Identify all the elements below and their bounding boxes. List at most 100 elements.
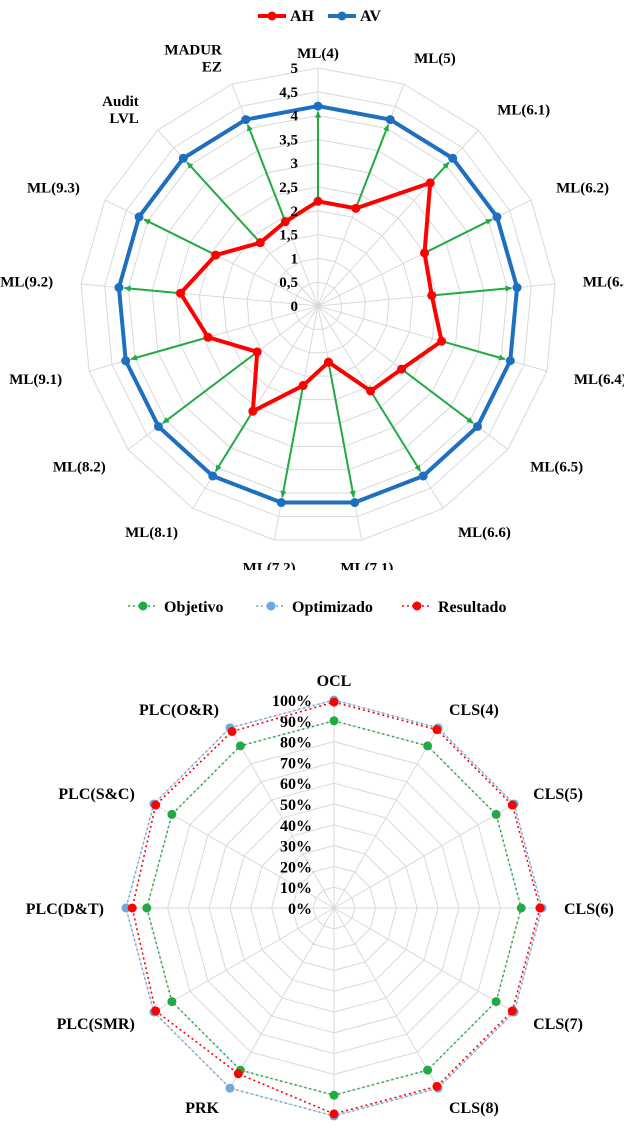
data-point-ah	[313, 196, 323, 206]
category-label: CLS(6)	[564, 901, 614, 918]
tick-label: 40%	[280, 818, 312, 835]
category-label: ML(8.2)	[53, 459, 106, 475]
grid-spoke	[153, 803, 335, 909]
grid-ring	[175, 162, 461, 447]
data-point-objetivo	[167, 809, 177, 819]
legend-label: AH	[290, 8, 315, 25]
legend-label: AV	[360, 8, 381, 25]
data-point-objetivo	[491, 997, 501, 1007]
tick-label: 3	[291, 156, 299, 172]
data-point-objetivo	[423, 741, 433, 751]
data-point-ah	[397, 364, 407, 374]
data-point-resultado	[507, 1006, 517, 1016]
data-point-av	[114, 283, 124, 293]
category-label: ML(9.1)	[9, 372, 62, 388]
tick-label: 5	[291, 61, 299, 77]
data-point-av	[512, 283, 522, 293]
data-point-resultado	[329, 1109, 339, 1119]
grid-ring	[151, 138, 485, 471]
data-point-ah	[255, 238, 265, 248]
category-labels: ML(4) ML(5) ML(6.1) ML(6.2) ML(6.3) ML(6.4) ML…	[0, 42, 624, 570]
category-label: CLS(8)	[449, 1100, 499, 1117]
data-point-objetivo	[329, 716, 339, 726]
legend-label: Resultado	[438, 599, 506, 616]
category-label: PLC(S&C)	[58, 786, 134, 803]
data-point-av	[418, 471, 428, 481]
tick-label: 70%	[280, 755, 312, 772]
data-point-resultado	[227, 726, 237, 736]
data-point-av	[134, 212, 144, 222]
improvement-arrow	[424, 218, 493, 254]
category-label: OCL	[317, 673, 352, 690]
category-label: CLS(5)	[533, 786, 583, 803]
category-labels: OCLCLS(4)CLS(5)CLS(6)CLS(7)CLS(8)CLS(9)P…	[26, 673, 614, 1117]
data-point-av	[385, 115, 395, 125]
category-label: ML(6.6)	[458, 525, 511, 541]
data-point-optimizado	[225, 1083, 235, 1093]
data-point-resultado	[432, 1081, 442, 1091]
data-point-av	[178, 153, 188, 163]
tick-label: 1	[291, 251, 299, 267]
data-point-objetivo	[235, 741, 245, 751]
category-label: CLS(4)	[449, 702, 499, 719]
legend: Objetivo Optimizado Resultado	[128, 599, 506, 616]
data-point-ah	[280, 217, 290, 227]
radar-chart-maturity: AH AV 00,511,522,533,544,55 ML(4) ML(5)ML(…	[0, 8, 624, 570]
data-point-objetivo	[167, 997, 177, 1007]
tick-label: 4,5	[279, 85, 298, 101]
data-point-av	[492, 212, 502, 222]
improvement-arrow	[214, 410, 254, 472]
category-label: ML(4)	[297, 46, 339, 62]
grid-ring	[293, 281, 343, 330]
legend-entry-optimizado: Optimizado	[256, 599, 373, 616]
grid-spoke	[333, 727, 439, 909]
category-label: PRK	[185, 1100, 219, 1117]
data-point-av	[276, 498, 286, 508]
grid-ring	[222, 210, 414, 401]
improvement-arrow	[369, 390, 422, 472]
radar-chart-percentages: Objetivo Optimizado Resultado 0% 10% 20% 30% 4…	[26, 599, 614, 1121]
data-point-av	[350, 498, 360, 508]
tick-label: 60%	[280, 776, 312, 793]
improvement-arrow	[441, 340, 506, 361]
legend: AH AV	[258, 8, 381, 25]
category-label: ML(8.1)	[125, 525, 178, 541]
data-point-resultado	[507, 800, 517, 810]
data-point-optimizado	[121, 903, 131, 913]
category-label: ML(6.4)	[574, 372, 624, 388]
data-point-ah	[211, 250, 221, 260]
data-point-objetivo	[423, 1065, 433, 1075]
series	[114, 101, 522, 508]
category-label: MADUR EZ	[164, 42, 222, 75]
category-label: ML(5)	[414, 51, 456, 67]
improvement-arrow	[327, 361, 356, 498]
data-point-resultado	[151, 1006, 161, 1016]
legend-entry-objetivo: Objetivo	[128, 599, 224, 616]
tick-label: 1,5	[279, 228, 298, 244]
data-point-resultado	[329, 697, 339, 707]
grid-ring	[80, 67, 556, 541]
data-point-resultado	[432, 725, 442, 735]
grid-ring	[270, 257, 366, 354]
grid	[125, 699, 543, 1117]
data-point-av	[208, 471, 218, 481]
improvement-arrow	[123, 285, 181, 295]
series-line-av	[116, 104, 520, 505]
data-point-ah	[425, 178, 435, 188]
data-point-av	[448, 153, 458, 163]
radial-ticks: 0 0,5 1 1,5 2 2,5 3 3,5 4 4,5 5	[279, 61, 298, 315]
data-point-ah	[176, 288, 186, 298]
category-label: PLC(O&R)	[139, 702, 219, 719]
data-point-av	[121, 356, 131, 366]
category-label: ML(6.2)	[556, 180, 609, 196]
grid-spoke	[333, 803, 515, 909]
category-label: CLS(7)	[533, 1016, 583, 1033]
data-point-resultado	[233, 1069, 243, 1079]
tick-label: 20%	[280, 859, 312, 876]
data-point-ah	[203, 332, 213, 342]
grid-spoke	[333, 907, 515, 1013]
data-point-ah	[427, 290, 437, 300]
data-point-av	[241, 115, 251, 125]
legend-entry-ah: AH	[258, 8, 315, 25]
